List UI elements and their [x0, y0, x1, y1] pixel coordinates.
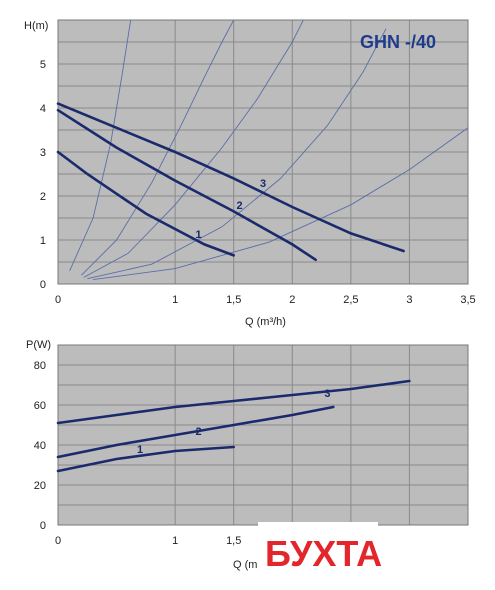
series-label-1: 1: [137, 444, 143, 456]
y-axis-label: H(m): [24, 20, 48, 32]
y-tick-label: 40: [34, 440, 46, 452]
system-curve: [83, 20, 304, 278]
logo-text: БУХТА: [265, 533, 382, 574]
system-curves: [69, 20, 468, 281]
x-tick-label: 0: [55, 535, 61, 547]
y-tick-label: 60: [34, 400, 46, 412]
series-label-3: 3: [324, 388, 330, 400]
plot-area: [58, 345, 468, 525]
y-tick-label: 4: [40, 103, 46, 115]
series-label-1: 1: [196, 229, 202, 241]
y-tick-label: 20: [34, 480, 46, 492]
x-tick-label: 1,5: [226, 535, 241, 547]
x-axis-label: Q (m: [233, 559, 257, 571]
chart-title: GHN -/40: [360, 32, 436, 52]
x-tick-label: 0: [55, 294, 61, 306]
system-curve: [69, 20, 132, 271]
y-axis-label: P(W): [26, 339, 51, 351]
series-label-2: 2: [196, 426, 202, 438]
y-tick-label: 3: [40, 147, 46, 159]
y-tick-label: 2: [40, 191, 46, 203]
series-line-3: [56, 379, 411, 425]
system-curve: [87, 28, 387, 280]
series-line-2: [56, 108, 317, 262]
power-chart: 1 2 3 0 1 1,5 0 20 40 60 80 P(W) Q (m: [26, 339, 469, 571]
y-tick-label: 0: [40, 279, 46, 291]
y-tick-label: 1: [40, 235, 46, 247]
y-tick-label: 5: [40, 59, 46, 71]
head-chart: 1 2 3 0 1 1,5 2 2,5 3 3,5 0 1 2 3 4 5 H(m) Q (m³/h) GHN -/…: [24, 19, 476, 328]
series-label-2: 2: [237, 200, 243, 212]
series-line-1: [56, 445, 235, 473]
system-curve: [93, 127, 468, 281]
series-label-3: 3: [260, 178, 266, 190]
x-tick-label: 3,5: [460, 294, 475, 306]
x-axis-label: Q (m³/h): [245, 316, 286, 328]
system-curve: [81, 20, 235, 276]
x-tick-label: 1: [172, 294, 178, 306]
series-line-2: [56, 405, 335, 459]
y-tick-label: 80: [34, 360, 46, 372]
logo-backdrop: [258, 522, 378, 582]
x-tick-label: 2: [289, 294, 295, 306]
series-line-1: [56, 150, 235, 257]
x-tick-label: 1,5: [226, 294, 241, 306]
x-tick-label: 2,5: [343, 294, 358, 306]
brand-logo: БУХТА: [258, 522, 382, 582]
x-tick-label: 1: [172, 535, 178, 547]
y-tick-label: 0: [40, 520, 46, 532]
x-tick-label: 3: [406, 294, 412, 306]
series-line-3: [56, 102, 405, 253]
